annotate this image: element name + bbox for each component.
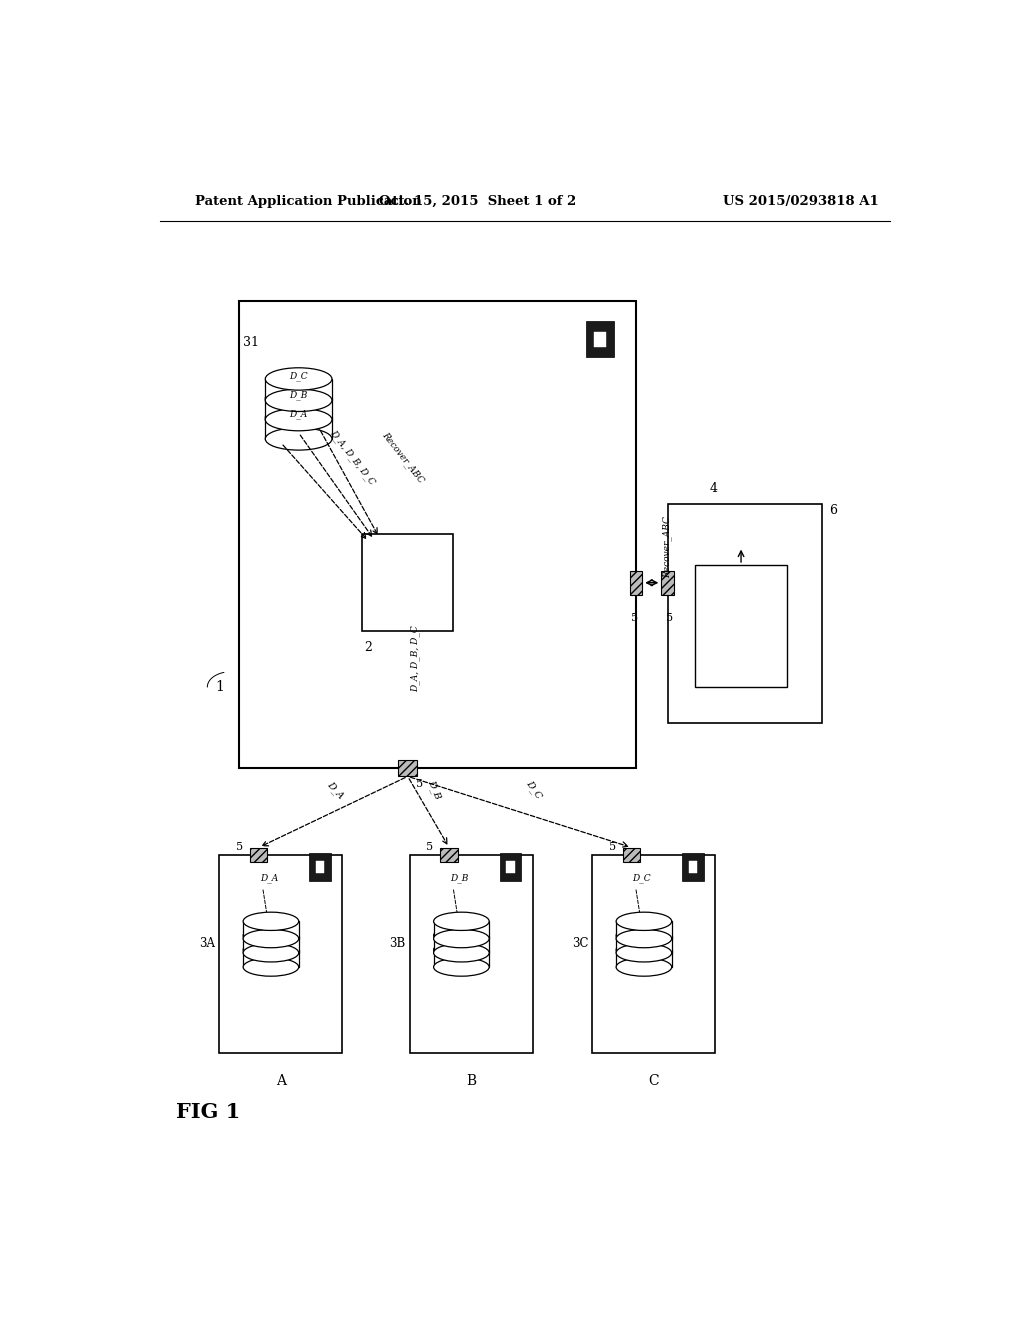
Text: 3B: 3B — [389, 937, 406, 950]
Text: D_A: D_A — [290, 409, 308, 420]
Bar — [506, 861, 515, 873]
Text: Oct. 15, 2015  Sheet 1 of 2: Oct. 15, 2015 Sheet 1 of 2 — [379, 194, 575, 207]
Text: Recover_ABC: Recover_ABC — [663, 516, 673, 578]
Bar — [594, 331, 606, 347]
Text: D_B: D_B — [290, 391, 308, 400]
Text: C: C — [648, 1074, 659, 1088]
Bar — [668, 504, 822, 722]
Ellipse shape — [243, 944, 299, 962]
Ellipse shape — [616, 958, 672, 977]
Bar — [433, 936, 489, 953]
Ellipse shape — [243, 929, 299, 948]
Bar — [265, 417, 332, 440]
Text: 4: 4 — [710, 482, 718, 495]
Text: D_A: D_A — [325, 780, 345, 801]
Text: 31: 31 — [243, 337, 259, 350]
Bar — [662, 570, 674, 595]
Bar — [623, 847, 640, 862]
Text: 5: 5 — [609, 842, 616, 851]
Text: FIG 1: FIG 1 — [176, 1102, 240, 1122]
Ellipse shape — [616, 927, 672, 945]
Ellipse shape — [433, 944, 489, 962]
Text: 2: 2 — [364, 642, 372, 655]
Text: D_B: D_B — [426, 779, 442, 801]
Ellipse shape — [265, 408, 332, 430]
Bar — [250, 847, 267, 862]
Bar — [500, 853, 521, 880]
Ellipse shape — [433, 927, 489, 945]
Text: D_A: D_A — [260, 873, 279, 883]
Text: 5: 5 — [236, 842, 243, 851]
Bar — [265, 379, 332, 400]
Bar — [410, 854, 532, 1053]
Ellipse shape — [433, 929, 489, 948]
Bar — [688, 861, 697, 873]
Text: D_C: D_C — [524, 779, 544, 801]
Ellipse shape — [243, 927, 299, 945]
Bar — [616, 921, 672, 939]
Text: B: B — [466, 1074, 476, 1088]
Text: 5: 5 — [667, 614, 674, 623]
Text: D_C: D_C — [633, 873, 651, 883]
Text: 3C: 3C — [571, 937, 588, 950]
Text: D_A, D_B, D_C: D_A, D_B, D_C — [411, 626, 421, 692]
Bar — [243, 921, 299, 939]
Bar — [315, 861, 325, 873]
Bar — [616, 950, 672, 968]
Bar — [265, 399, 332, 420]
Text: 5: 5 — [426, 842, 433, 851]
Ellipse shape — [243, 958, 299, 977]
Bar — [243, 936, 299, 953]
Ellipse shape — [265, 428, 332, 450]
Bar — [682, 853, 703, 880]
Text: US 2015/0293818 A1: US 2015/0293818 A1 — [723, 194, 879, 207]
Ellipse shape — [433, 958, 489, 977]
Bar — [243, 950, 299, 968]
Ellipse shape — [265, 368, 332, 391]
Text: 5: 5 — [416, 779, 423, 788]
Ellipse shape — [243, 912, 299, 931]
Bar — [433, 921, 489, 939]
Ellipse shape — [265, 407, 332, 429]
Bar — [398, 760, 417, 776]
Text: D_B: D_B — [451, 873, 469, 883]
Text: Recover_ABC: Recover_ABC — [380, 429, 426, 484]
Bar — [362, 535, 454, 631]
Text: Patent Application Publication: Patent Application Publication — [196, 194, 422, 207]
Ellipse shape — [616, 912, 672, 931]
Ellipse shape — [616, 929, 672, 948]
Ellipse shape — [265, 389, 332, 412]
Text: D_A, D_B, D_C: D_A, D_B, D_C — [328, 428, 377, 486]
Text: A: A — [275, 1074, 286, 1088]
Bar — [433, 950, 489, 968]
Text: 1: 1 — [215, 680, 223, 694]
Text: 6: 6 — [828, 504, 837, 517]
Bar — [586, 321, 614, 358]
Bar — [240, 301, 636, 768]
Ellipse shape — [265, 387, 332, 409]
Ellipse shape — [616, 941, 672, 958]
Bar — [440, 847, 458, 862]
Ellipse shape — [616, 944, 672, 962]
Ellipse shape — [243, 941, 299, 958]
Bar — [309, 853, 331, 880]
Text: 5: 5 — [631, 614, 638, 623]
Ellipse shape — [433, 912, 489, 931]
Bar — [695, 565, 786, 686]
Text: D_C: D_C — [290, 371, 308, 380]
Ellipse shape — [433, 941, 489, 958]
Bar — [219, 854, 342, 1053]
Bar — [630, 570, 642, 595]
Text: 3A: 3A — [200, 937, 215, 950]
Bar — [616, 936, 672, 953]
Bar — [592, 854, 715, 1053]
